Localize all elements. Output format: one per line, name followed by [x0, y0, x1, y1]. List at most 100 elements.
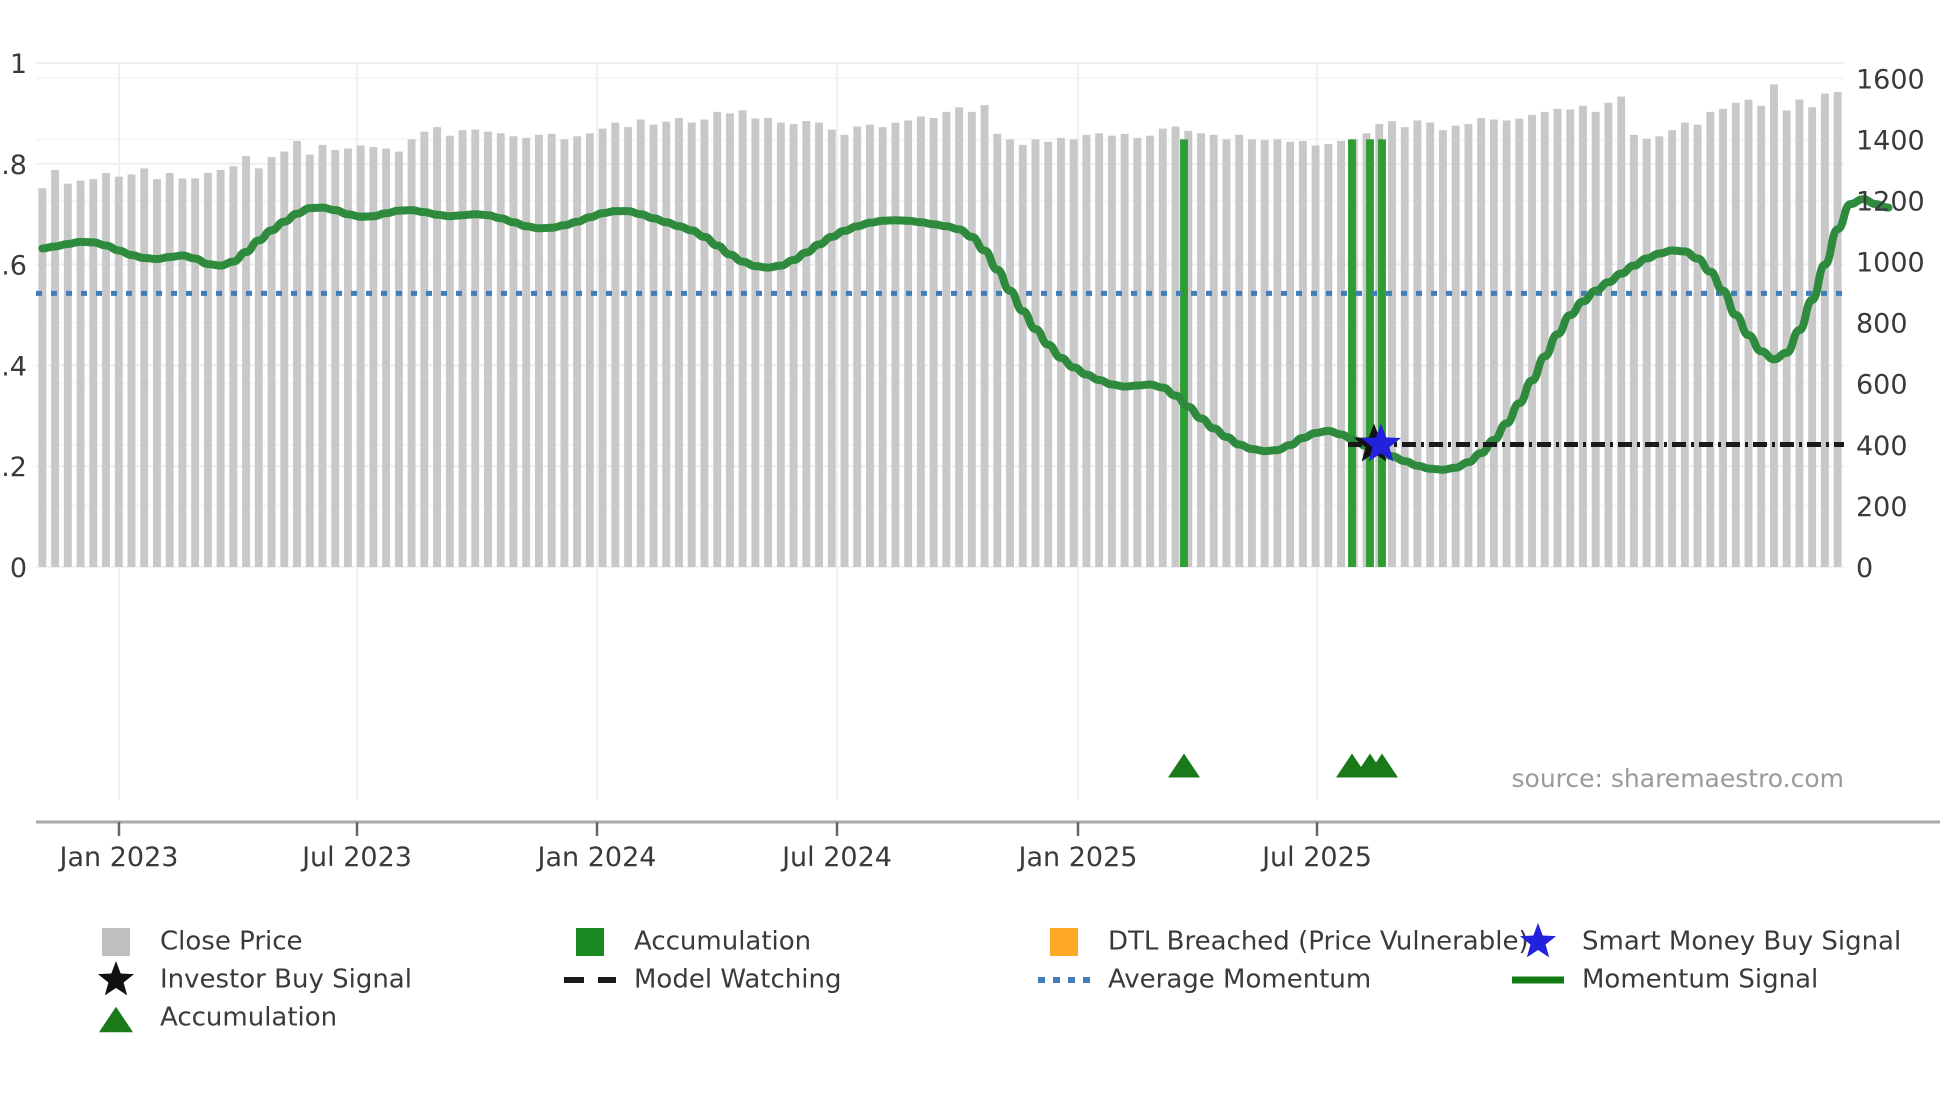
close-price-bar [280, 151, 289, 567]
legend-item[interactable]: Model Watching [564, 965, 841, 995]
close-price-bar [840, 134, 849, 567]
close-price-bar [929, 117, 938, 567]
close-price-bar [127, 174, 136, 568]
close-price-bar [1693, 124, 1702, 567]
close-price-bar [1400, 127, 1409, 568]
close-price-bar [433, 127, 442, 568]
close-price-bar [1706, 111, 1715, 568]
legend-item-label: Average Momentum [1108, 965, 1371, 995]
y-axis-left-tick-label: 0.2 [0, 452, 27, 483]
smart-money-buy-signal-star [1361, 423, 1401, 462]
y-axis-right-tick-label: 200 [1856, 492, 1908, 523]
y-axis-right-tick-label: 600 [1856, 370, 1908, 401]
close-price-bar [1260, 139, 1269, 567]
y-axis-left-tick-label: 0.8 [0, 150, 27, 181]
close-price-bar [1095, 133, 1104, 567]
close-price-bar [102, 172, 110, 567]
close-price-bar [904, 120, 913, 568]
accumulation-bar [1348, 139, 1356, 568]
close-price-bar [445, 135, 454, 567]
triangle-marker-icon [99, 1006, 133, 1033]
close-price-bar [547, 133, 556, 567]
accumulation-bar [1366, 139, 1374, 568]
y-axis-right: 0 200 400 600 800 1000 1200 1400 1600 [1856, 64, 1925, 584]
close-price-bar [725, 113, 734, 568]
close-price-bar [165, 172, 174, 567]
y-axis-right-tick-label: 1200 [1856, 186, 1925, 217]
legend-item[interactable]: Investor Buy Signal [97, 961, 412, 996]
close-price-bar [293, 140, 301, 567]
close-price-bar [1146, 135, 1155, 567]
close-price-bar [662, 121, 671, 568]
close-price-bar [802, 121, 811, 567]
y-axis-right-tick-label: 400 [1856, 431, 1908, 462]
legend-item-label: Investor Buy Signal [160, 965, 412, 995]
close-price-bar [216, 169, 225, 567]
y-axis-right-tick-label: 1400 [1856, 125, 1925, 156]
close-price-bar [827, 129, 836, 567]
x-axis: Jan 2023 Jul 2023 Jan 2024 Jul 2024 Jan 2025… [36, 820, 1940, 873]
close-price-bar [1337, 140, 1346, 567]
y-axis-right-tick-label: 1000 [1856, 248, 1925, 279]
legend-item[interactable]: Accumulation [99, 1003, 337, 1033]
close-price-bar [1617, 96, 1626, 567]
legend-item-label: Close Price [160, 927, 303, 957]
legend-item-label: Model Watching [634, 965, 841, 995]
close-price-bar [1579, 105, 1587, 567]
close-price-bar [191, 178, 200, 567]
close-price-bar [382, 148, 391, 567]
accumulation-bars [1180, 139, 1386, 568]
close-price-bar [267, 157, 276, 567]
close-price-bar [420, 131, 429, 568]
legend-item-label: Momentum Signal [1582, 965, 1818, 995]
close-price-bar [38, 188, 47, 568]
close-price-bar [942, 111, 951, 568]
close-price-bar [394, 151, 403, 567]
legend-item-label: DTL Breached (Price Vulnerable) [1108, 927, 1529, 957]
close-price-bar [318, 144, 327, 568]
legend-item[interactable]: Close Price [102, 927, 303, 957]
accumulation-triangle-marker [1366, 753, 1398, 778]
close-price-bar [242, 156, 251, 567]
close-price-bar [1120, 133, 1129, 567]
legend-item[interactable]: Momentum Signal [1512, 965, 1818, 995]
legend-item[interactable]: Average Momentum [1038, 965, 1371, 995]
close-price-bar [1018, 144, 1027, 568]
x-axis-tick-label: Jul 2024 [780, 842, 892, 873]
close-price-bar [458, 130, 467, 567]
legend-item[interactable]: Accumulation [576, 927, 811, 957]
close-price-bar [916, 116, 925, 567]
close-price-bar [560, 139, 569, 568]
x-axis-tick-label: Jul 2023 [300, 842, 412, 873]
close-price-bar [1235, 134, 1244, 567]
close-price-bar [63, 183, 72, 567]
close-price-bar [1680, 122, 1689, 567]
close-price-bar [1197, 133, 1205, 567]
close-price-bar [1057, 137, 1065, 567]
legend-item-label: Accumulation [160, 1003, 337, 1033]
close-price-bar [611, 122, 620, 567]
close-price-bar [776, 122, 785, 567]
close-price-bar [636, 119, 645, 567]
close-price-bar [407, 139, 416, 568]
legend-item[interactable]: Smart Money Buy Signal [1519, 923, 1901, 958]
y-axis-left-tick-label: 0 [10, 553, 27, 584]
chart-legend: Close Price Accumulation DTL Breached (Pri… [97, 923, 1901, 1033]
close-price-bar [254, 168, 263, 567]
close-price-bar [153, 179, 161, 567]
close-price-bar [980, 105, 989, 568]
close-price-bar [789, 124, 798, 567]
close-price-bar [815, 122, 823, 567]
close-price-bar [1770, 84, 1778, 567]
y-axis-left-tick-label: 1 [10, 49, 27, 80]
legend-item[interactable]: DTL Breached (Price Vulnerable) [1050, 927, 1529, 957]
y-axis-left-tick-label: 0.4 [0, 351, 27, 382]
close-price-bar [764, 117, 773, 567]
close-price-bar [1069, 139, 1078, 568]
close-price-bar [331, 150, 340, 568]
y-axis-left-tick-label: 0.6 [0, 251, 27, 282]
close-price-bar [522, 137, 531, 567]
close-price-bar [1515, 118, 1524, 567]
close-price-bar [1248, 139, 1256, 568]
